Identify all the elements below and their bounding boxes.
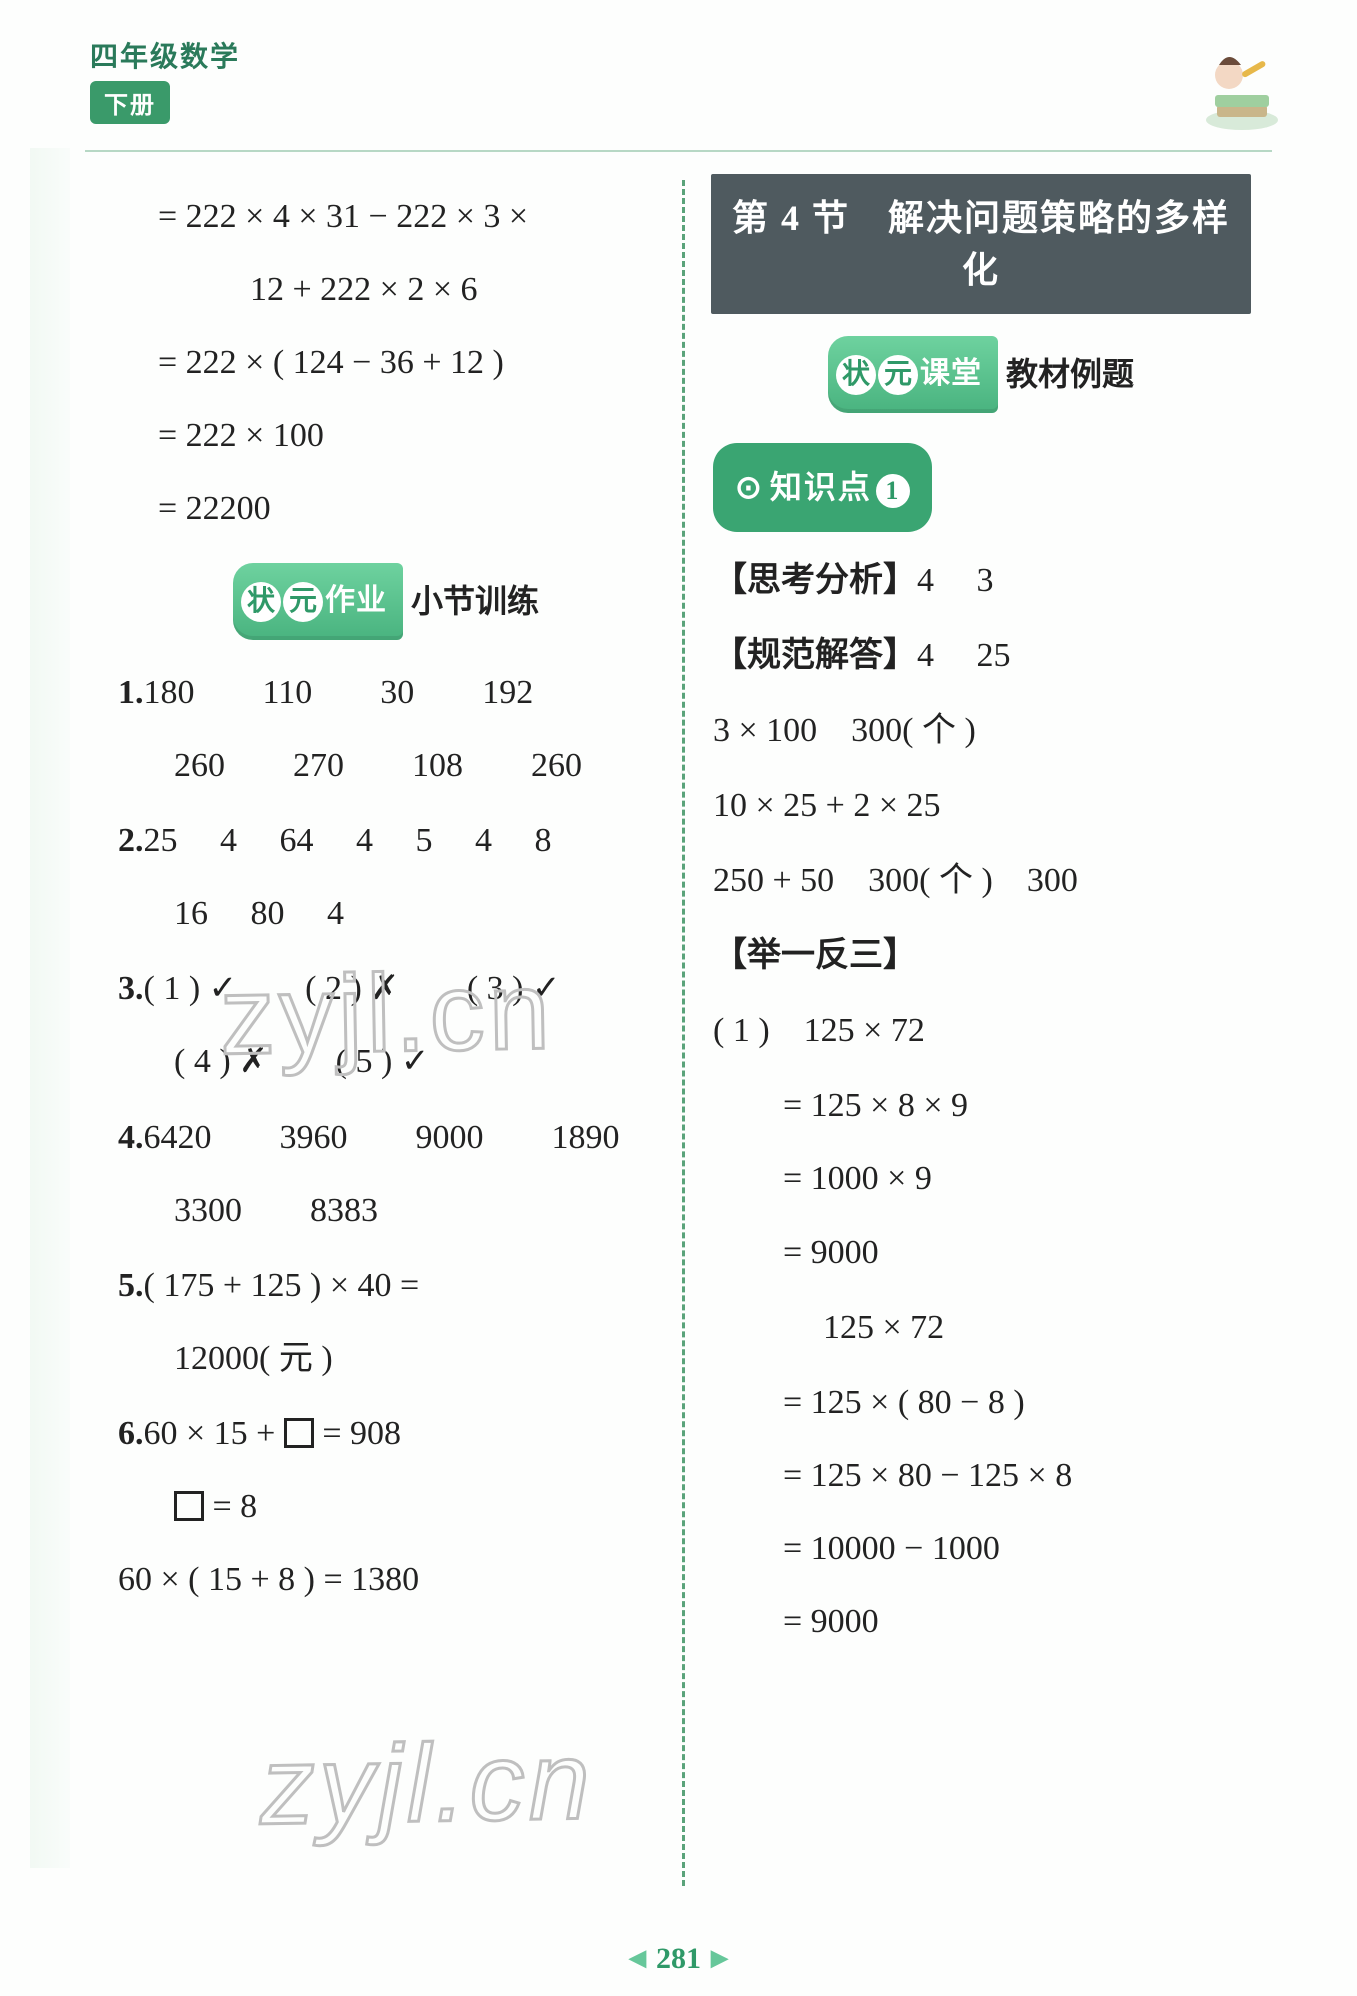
calc1-head: ( 1 ) 125 × 72 xyxy=(713,994,1249,1067)
analogy-label: 【举一反三】 xyxy=(713,919,1249,992)
eq-line-1: = 222 × 4 × 31 − 222 × 3 × xyxy=(158,180,654,253)
left-column: = 222 × 4 × 31 − 222 × 3 × 12 + 222 × 2 … xyxy=(100,170,682,1916)
content-columns: = 222 × 4 × 31 − 222 × 3 × 12 + 222 × 2 … xyxy=(100,170,1267,1916)
calc-line-c: 250 + 50 300( 个 ) 300 xyxy=(713,844,1249,917)
badge-char-1: 状 xyxy=(241,582,281,622)
homework-badge-row: 状 元 作业 小节训练 xyxy=(118,563,654,640)
badge-tail: 小节训练 xyxy=(411,567,539,636)
q4-num: 4. xyxy=(118,1119,144,1156)
question-1: 1.180 110 30 192 260 270 108 260 xyxy=(118,656,654,802)
question-4: 4.6420 3960 9000 1890 3300 8383 xyxy=(118,1101,654,1247)
calc1-s3: = 9000 xyxy=(783,1216,1249,1289)
homework-badge: 状 元 作业 xyxy=(233,563,403,640)
badge-rest: 作业 xyxy=(325,569,387,634)
standard-label: 【规范解答】 xyxy=(713,637,917,674)
calc2-s2: = 125 × 80 − 125 × 8 xyxy=(783,1439,1249,1512)
header-subtitle: 下册 xyxy=(90,81,170,124)
triangle-left-icon: ◀ xyxy=(629,1945,646,1971)
calc2-head: 125 × 72 xyxy=(713,1291,1249,1364)
question-2: 2.25 4 64 4 5 4 8 16 80 4 xyxy=(118,804,654,950)
q6-num: 6. xyxy=(118,1415,144,1452)
header-rule xyxy=(85,150,1272,152)
q1-num: 1. xyxy=(118,674,144,711)
standard-answer: 【规范解答】4 25 xyxy=(713,619,1249,692)
class-badge-row: 状 元 课堂 教材例题 xyxy=(713,336,1249,413)
right-column: 第 4 节 解决问题策略的多样化 状 元 课堂 教材例题 ⊙知识点1 【思考分析… xyxy=(685,170,1267,1916)
question-5: 5.( 175 + 125 ) × 40 = 12000( 元 ) xyxy=(118,1249,654,1395)
q5-num: 5. xyxy=(118,1267,144,1304)
eq-line-2: 12 + 222 × 2 × 6 xyxy=(158,253,654,326)
left-margin-band xyxy=(30,148,70,1868)
calc1-s1: = 125 × 8 × 9 xyxy=(783,1069,1249,1142)
q5-line1: ( 175 + 125 ) × 40 = xyxy=(144,1267,420,1304)
q3-num: 3. xyxy=(118,970,144,1007)
class-badge: 状 元 课堂 xyxy=(828,336,998,413)
calc1-steps: = 125 × 8 × 9 = 1000 × 9 = 9000 xyxy=(713,1069,1249,1288)
triangle-right-icon: ▶ xyxy=(711,1945,728,1971)
badge-char-1: 状 xyxy=(836,355,876,395)
q6-line3: 60 × ( 15 + 8 ) = 1380 xyxy=(118,1543,654,1616)
q6-l2-post: = 8 xyxy=(204,1488,257,1525)
header-decor-icon xyxy=(1167,35,1287,145)
eq-line-3: = 222 × ( 124 − 36 + 12 ) xyxy=(158,326,654,399)
q2-num: 2. xyxy=(118,822,144,859)
q6-l1-pre: 60 × 15 + xyxy=(144,1415,284,1452)
equation-block: = 222 × 4 × 31 − 222 × 3 × 12 + 222 × 2 … xyxy=(118,180,654,545)
calc-line-a: 3 × 100 300( 个 ) xyxy=(713,694,1249,767)
q6-l1-post: = 908 xyxy=(314,1415,401,1452)
badge-rest: 课堂 xyxy=(920,342,982,407)
q5-line2: 12000( 元 ) xyxy=(118,1322,654,1395)
knowledge-point-pill: ⊙知识点1 xyxy=(713,443,932,532)
eq-line-5: = 22200 xyxy=(158,472,654,545)
calc2-s3: = 10000 − 1000 xyxy=(783,1512,1249,1585)
knowledge-point-pill-row: ⊙知识点1 xyxy=(713,429,1249,542)
section-banner: 第 4 节 解决问题策略的多样化 xyxy=(711,174,1251,314)
badge-char-2: 元 xyxy=(878,355,918,395)
page-header: 四年级数学 下册 xyxy=(90,35,1297,145)
badge-tail: 教材例题 xyxy=(1006,340,1134,409)
header-title: 四年级数学 xyxy=(90,35,1297,75)
box-icon xyxy=(174,1491,204,1521)
badge-char-2: 元 xyxy=(283,582,323,622)
arrow-icon: ⊙ xyxy=(735,453,764,522)
calc2-s4: = 9000 xyxy=(783,1585,1249,1658)
calc-line-b: 10 × 25 + 2 × 25 xyxy=(713,769,1249,842)
thinking-analysis: 【思考分析】4 3 xyxy=(713,544,1249,617)
kp-num: 1 xyxy=(876,474,910,508)
calc1-s2: = 1000 × 9 xyxy=(783,1142,1249,1215)
eq-line-4: = 222 × 100 xyxy=(158,399,654,472)
calc2-steps: = 125 × ( 80 − 8 ) = 125 × 80 − 125 × 8 … xyxy=(713,1366,1249,1658)
calc2-s1: = 125 × ( 80 − 8 ) xyxy=(783,1366,1249,1439)
thinking-label: 【思考分析】 xyxy=(713,562,917,599)
page-number-value: 281 xyxy=(656,1942,701,1975)
question-6: 6.60 × 15 + = 908 = 8 60 × ( 15 + 8 ) = … xyxy=(118,1397,654,1616)
question-3: 3.( 1 ) ✓ ( 2 ) ✗ ( 3 ) ✓ ( 4 ) ✗ ( 5 ) … xyxy=(118,952,654,1098)
page: 四年级数学 下册 = 222 × 4 × 31 − 222 × 3 × 12 +… xyxy=(0,0,1357,1996)
page-number: ◀ 281 ▶ xyxy=(0,1942,1357,1976)
box-icon xyxy=(284,1418,314,1448)
kp-text: 知识点 xyxy=(770,469,872,505)
